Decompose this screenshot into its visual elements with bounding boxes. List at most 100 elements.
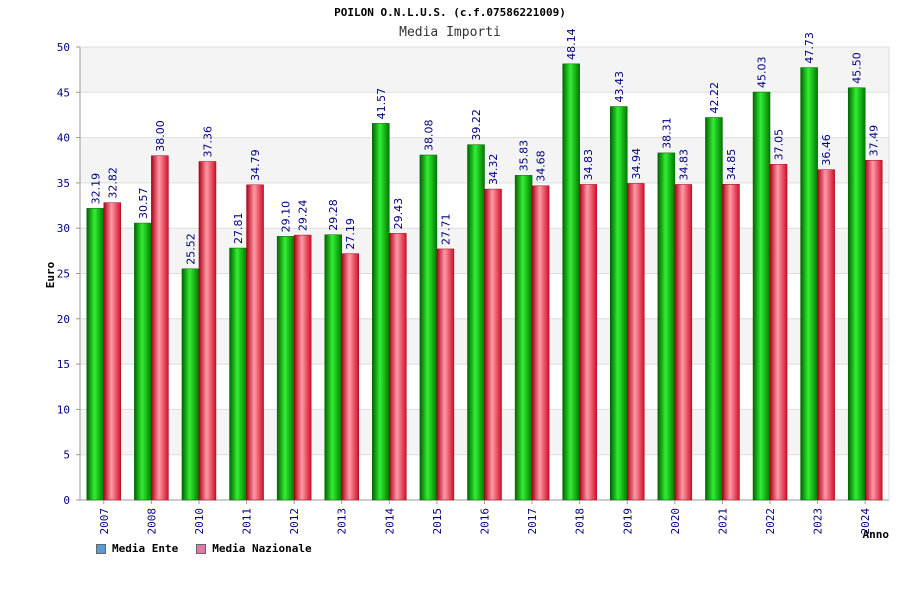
- bar-value-label: 41.57: [375, 88, 388, 120]
- bar-value-label: 36.46: [820, 134, 833, 166]
- bar-value-label: 34.83: [677, 149, 690, 181]
- bar-value-label: 35.83: [518, 140, 531, 172]
- y-tick-label: 30: [57, 222, 70, 235]
- y-tick-label: 40: [57, 132, 70, 145]
- bar-media-ente: [276, 236, 295, 501]
- bar-media-nazionale: [531, 185, 550, 501]
- bar-value-label: 47.73: [803, 32, 816, 64]
- bar-value-label: 37.36: [201, 126, 214, 158]
- bar-value-label: 29.24: [297, 200, 310, 232]
- bar-value-label: 27.19: [344, 218, 357, 250]
- y-tick-label: 0: [63, 494, 70, 507]
- bar-media-nazionale: [722, 184, 740, 501]
- bar-media-ente: [134, 222, 152, 501]
- x-tick-label: 2007: [98, 508, 111, 535]
- x-tick-label: 2017: [526, 508, 539, 535]
- bar-value-label: 38.31: [660, 117, 673, 149]
- bar-value-label: 30.57: [137, 188, 150, 220]
- x-tick-label: 2015: [431, 508, 444, 535]
- bar-value-label: 27.81: [232, 213, 245, 245]
- bar-value-label: 42.22: [708, 82, 721, 114]
- x-tick-label: 2013: [336, 508, 349, 535]
- bar-media-ente: [372, 123, 390, 501]
- legend-item-media-nazionale: Media Nazionale: [196, 542, 312, 555]
- bar-value-label: 32.82: [106, 167, 119, 199]
- legend-swatch-media-ente: [96, 543, 106, 554]
- bar-value-label: 25.52: [184, 233, 197, 265]
- x-tick-label: 2010: [193, 508, 206, 535]
- x-tick-label: 2008: [145, 508, 158, 535]
- bar-media-ente: [847, 87, 866, 501]
- bar-media-nazionale: [103, 202, 122, 501]
- bar-media-ente: [514, 175, 533, 501]
- x-tick-label: 2022: [764, 508, 777, 535]
- bar-value-label: 38.08: [422, 119, 435, 151]
- grid-band: [80, 47, 889, 93]
- x-tick-label: 2021: [716, 508, 729, 535]
- x-axis-title: Anno: [863, 528, 890, 541]
- bar-media-ente: [324, 234, 342, 501]
- bar-media-nazionale: [341, 253, 359, 501]
- bar-value-label: 29.10: [280, 201, 293, 233]
- bar-media-nazionale: [769, 164, 788, 501]
- x-tick-label: 2024: [859, 508, 872, 535]
- bar-media-ente: [705, 117, 723, 501]
- bar-media-ente: [419, 154, 438, 501]
- y-tick-label: 35: [57, 177, 70, 190]
- legend-label-media-nazionale: Media Nazionale: [212, 542, 312, 555]
- bar-value-label: 29.43: [392, 198, 405, 230]
- bar-value-label: 34.94: [630, 148, 643, 180]
- bar-media-nazionale: [579, 184, 597, 501]
- chart-subtitle: Media Importi: [399, 25, 501, 40]
- x-tick-label: 2020: [669, 508, 682, 535]
- legend-swatch-media-nazionale: [196, 543, 207, 554]
- bar-value-label: 34.85: [725, 149, 738, 181]
- y-tick-label: 10: [57, 403, 70, 416]
- legend-item-media-ente: Media Ente: [96, 542, 178, 555]
- bar-media-nazionale: [864, 160, 883, 501]
- bar-media-nazionale: [627, 183, 645, 501]
- bar-media-nazionale: [817, 169, 835, 501]
- bar-media-nazionale: [484, 188, 502, 501]
- y-tick-label: 45: [57, 86, 70, 99]
- x-tick-label: 2011: [241, 508, 254, 535]
- bar-media-ente: [181, 268, 200, 501]
- x-tick-label: 2023: [812, 508, 825, 535]
- bar-media-nazionale: [246, 184, 264, 501]
- bar-media-ente: [229, 247, 247, 501]
- bar-value-label: 34.83: [582, 149, 595, 181]
- bar-value-label: 34.32: [487, 154, 500, 186]
- y-tick-label: 20: [57, 313, 70, 326]
- bar-media-nazionale: [293, 234, 312, 501]
- bar-value-label: 45.03: [756, 57, 769, 89]
- y-tick-label: 50: [57, 41, 70, 54]
- bar-media-ente: [610, 106, 628, 501]
- x-tick-label: 2018: [574, 508, 587, 535]
- bar-value-label: 32.19: [89, 173, 102, 205]
- x-tick-label: 2012: [288, 508, 301, 535]
- bar-media-nazionale: [389, 233, 407, 501]
- y-axis-title: Euro: [44, 261, 57, 288]
- y-tick-label: 15: [57, 358, 70, 371]
- y-tick-label: 5: [63, 449, 70, 462]
- bar-media-nazionale: [674, 184, 693, 501]
- bar-media-nazionale: [436, 248, 455, 501]
- x-tick-label: 2019: [621, 508, 634, 535]
- bar-value-label: 37.05: [773, 129, 786, 161]
- legend-label-media-ente: Media Ente: [112, 542, 179, 555]
- x-tick-label: 2014: [383, 508, 396, 535]
- bar-value-label: 43.43: [613, 71, 626, 103]
- legend: Media Ente Media Nazionale: [96, 542, 312, 555]
- bar-value-label: 29.28: [327, 199, 340, 231]
- bar-media-ente: [467, 144, 485, 501]
- bar-value-label: 37.49: [868, 125, 881, 157]
- y-tick-label: 25: [57, 268, 70, 281]
- chart-title: POILON O.N.L.U.S. (c.f.07586221009): [334, 6, 566, 19]
- bar-media-ente: [800, 67, 818, 501]
- bar-value-label: 34.79: [249, 149, 262, 181]
- bar-media-nazionale: [198, 161, 217, 501]
- bar-media-ente: [86, 208, 105, 501]
- bar-value-label: 27.71: [439, 213, 452, 245]
- bar-value-label: 48.14: [565, 28, 578, 60]
